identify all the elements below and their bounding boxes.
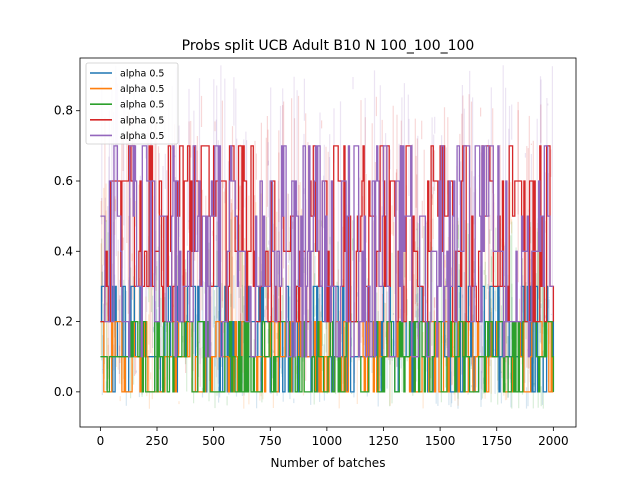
x-axis-ticks: 0 250 500 750 1000 1250 1500 1750 2000 — [97, 427, 569, 448]
legend-label: alpha 0.5 — [120, 115, 164, 126]
x-tick-label: 750 — [259, 434, 282, 448]
x-tick-label: 0 — [97, 434, 105, 448]
legend-entry-4: alpha 0.5 — [90, 115, 164, 126]
legend: alpha 0.5 alpha 0.5 alpha 0.5 alpha 0.5 alph… — [85, 62, 179, 145]
legend-label: alpha 0.5 — [120, 100, 164, 111]
y-tick-label: 0.0 — [54, 385, 73, 399]
legend-label: alpha 0.5 — [120, 84, 164, 95]
series-lines — [100, 145, 555, 393]
y-tick-label: 0.6 — [54, 174, 73, 188]
plot-frame — [79, 57, 577, 428]
legend-label: alpha 0.5 — [120, 69, 164, 80]
x-axis-label: Number of batches — [271, 456, 386, 470]
chart-title: Probs split UCB Adult B10 N 100_100_100 — [182, 38, 475, 54]
series-line-5 — [100, 145, 554, 358]
y-tick-label: 0.4 — [54, 244, 73, 258]
series-line-3 — [100, 320, 555, 393]
y-axis-ticks: 0.0 0.2 0.4 0.6 0.8 — [54, 104, 80, 399]
x-tick-label: 1500 — [425, 434, 456, 448]
y-tick-label: 0.2 — [54, 315, 73, 329]
x-tick-label: 1750 — [481, 434, 512, 448]
legend-entry-3: alpha 0.5 — [90, 100, 164, 111]
y-tick-label: 0.8 — [54, 104, 73, 118]
x-tick-label: 1250 — [368, 434, 399, 448]
legend-box — [85, 62, 179, 145]
legend-label: alpha 0.5 — [120, 131, 164, 142]
x-tick-label: 500 — [202, 434, 225, 448]
legend-entry-5: alpha 0.5 — [90, 131, 164, 142]
x-tick-label: 1000 — [312, 434, 343, 448]
legend-entry-1: alpha 0.5 — [90, 69, 164, 80]
x-tick-label: 2000 — [538, 434, 569, 448]
legend-entry-2: alpha 0.5 — [90, 84, 164, 95]
x-tick-label: 250 — [146, 434, 169, 448]
